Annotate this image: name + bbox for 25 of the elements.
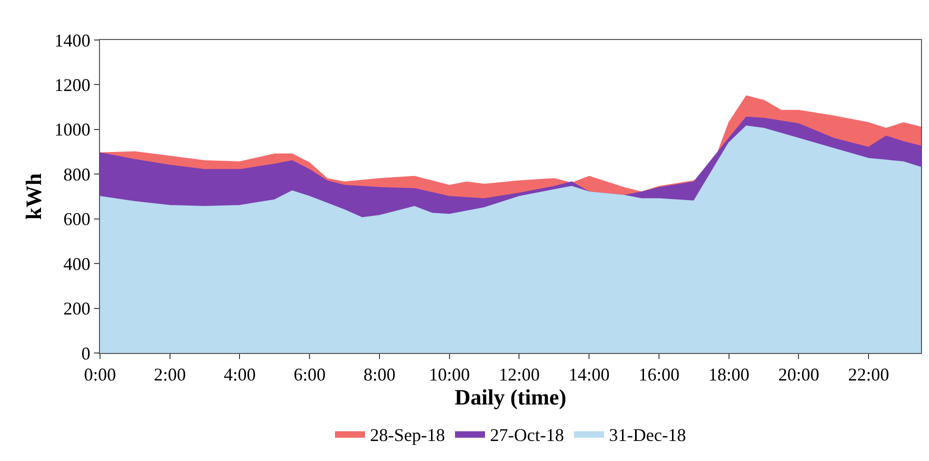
x-tick-label: 16:00 [638, 364, 680, 385]
x-tick-label: 14:00 [568, 364, 610, 385]
x-tick-label: 6:00 [294, 364, 326, 385]
x-tick-label: 10:00 [428, 364, 470, 385]
x-tick-label: 20:00 [778, 364, 820, 385]
y-axis-title: kWh [21, 173, 46, 220]
legend-label: 31-Dec-18 [608, 424, 686, 445]
x-axis-title: Daily (time) [454, 384, 566, 410]
x-tick-label: 12:00 [498, 364, 540, 385]
x-tick-label: 4:00 [224, 364, 256, 385]
y-tick-label: 400 [63, 254, 90, 274]
x-tick-label: 2:00 [154, 364, 186, 385]
y-tick-label: 800 [63, 164, 90, 184]
x-tick-label: 0:00 [84, 364, 116, 385]
y-tick-label: 0 [81, 343, 90, 364]
x-tick-label: 8:00 [363, 364, 396, 385]
y-tick-label: 600 [63, 209, 90, 230]
y-tick-label: 200 [63, 298, 90, 319]
y-tick-label: 1400 [54, 30, 90, 50]
y-tick-label: 1000 [54, 120, 90, 140]
x-tick-label: 22:00 [848, 364, 890, 385]
legend-label: 27-Oct-18 [490, 424, 564, 445]
legend-label: 28-Sep-18 [370, 424, 445, 445]
y-tick-label: 1200 [54, 75, 90, 96]
x-tick-label: 18:00 [708, 364, 750, 385]
